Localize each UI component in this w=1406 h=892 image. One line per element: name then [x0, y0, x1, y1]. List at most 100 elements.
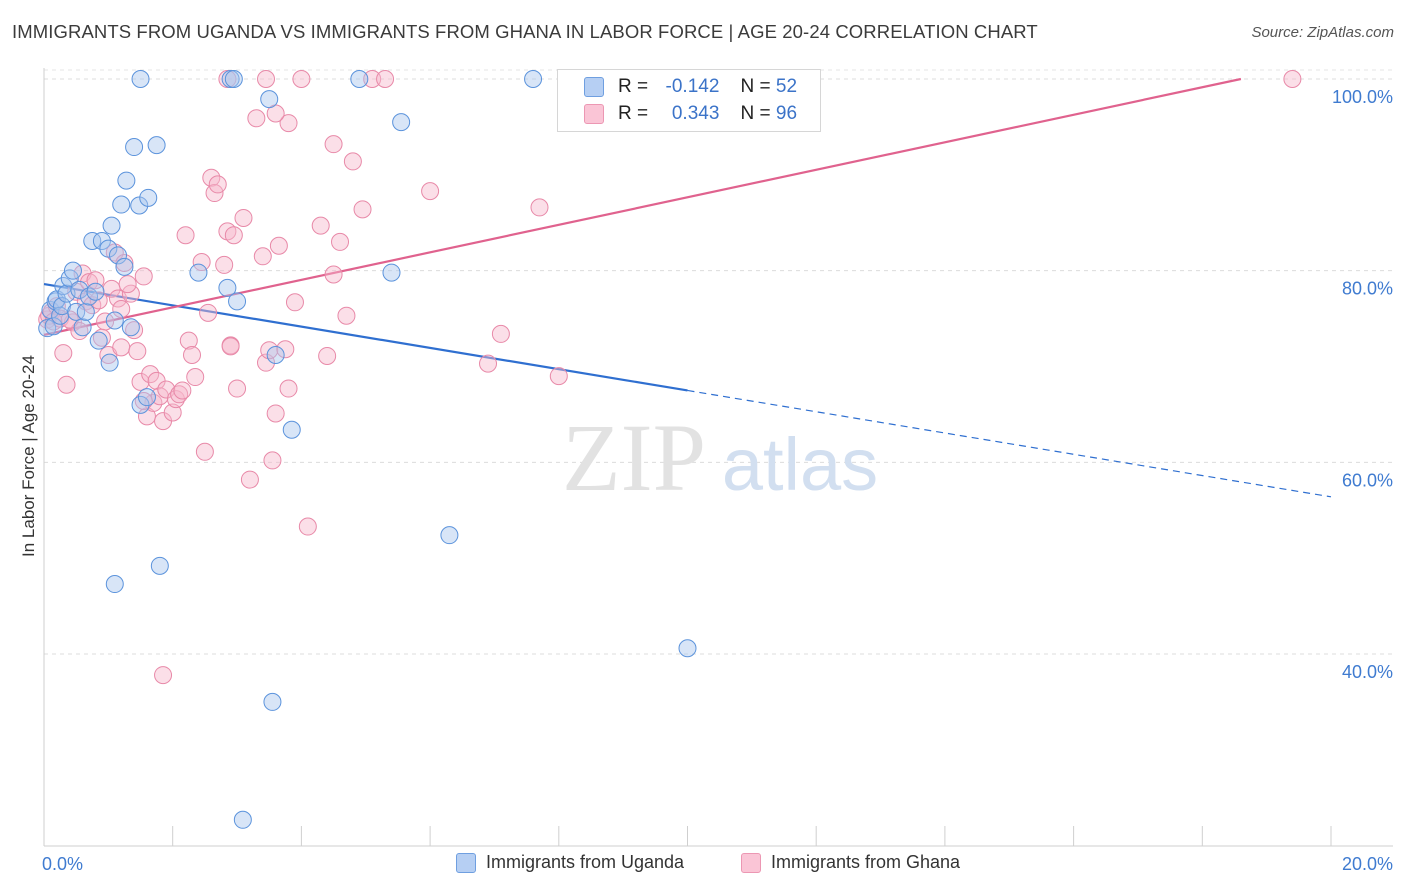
uganda-point [83, 231, 102, 250]
tick-labels: 100.0% 80.0% 60.0% 40.0% 0.0% 20.0% [42, 87, 1393, 874]
ghana-point [131, 372, 150, 391]
legend-item-ghana: Immigrants from Ghana [741, 852, 960, 873]
watermark-atlas: atlas [722, 423, 878, 506]
ghana-point [134, 267, 153, 286]
uganda-r-label: R = [618, 76, 649, 97]
y-tick-label: 80.0% [1342, 279, 1393, 299]
uganda-points [38, 70, 697, 829]
uganda-point [260, 90, 279, 109]
watermark: ZIP atlas [562, 404, 878, 511]
ghana-point [479, 354, 498, 373]
ghana-point [276, 340, 295, 359]
uganda-point [189, 263, 208, 282]
ghana-point [125, 321, 144, 340]
ghana-point [54, 344, 73, 363]
ghana-point [353, 200, 372, 219]
ghana-point [234, 208, 253, 227]
ghana-point [92, 328, 111, 347]
ghana-point [115, 254, 134, 272]
ghana-point [57, 375, 76, 394]
ghana-point [208, 175, 227, 194]
ghana-point [491, 324, 510, 343]
ghana-point [215, 255, 234, 274]
uganda-point [392, 113, 411, 132]
uganda-point [112, 195, 131, 214]
uganda-point [131, 395, 150, 414]
ghana-point [247, 109, 266, 128]
uganda-point [147, 136, 166, 155]
ghana-point [173, 381, 192, 400]
uganda-point [150, 556, 169, 575]
ghana-point [176, 226, 195, 245]
uganda-point [224, 70, 243, 88]
uganda-point [678, 639, 697, 658]
uganda-point [115, 257, 134, 276]
ghana-point [141, 365, 160, 384]
uganda-point [38, 319, 57, 338]
uganda-point [137, 388, 156, 407]
chart-title: IMMIGRANTS FROM UGANDA VS IMMIGRANTS FRO… [12, 21, 1038, 42]
uganda-n-label: N = [740, 76, 771, 97]
ghana-point [192, 253, 211, 272]
legend-ghana-swatch [741, 852, 761, 873]
ghana-point [279, 379, 298, 398]
legend-row-ghana: R = 0.343 N = 96 [584, 102, 797, 126]
uganda-point [76, 302, 95, 321]
uganda-point [102, 216, 121, 235]
ghana-point [292, 70, 311, 88]
ghana-point [112, 300, 131, 318]
uganda-point [70, 280, 89, 299]
ghana-swatch [584, 104, 604, 124]
uganda-point [131, 70, 150, 88]
ghana-point [186, 368, 205, 387]
uganda-point [73, 318, 92, 337]
uganda-point [63, 261, 82, 280]
uganda-point [130, 196, 149, 215]
ghana-point [257, 70, 276, 88]
ghana-point [118, 275, 137, 294]
ghana-point [221, 337, 240, 356]
ghana-point [253, 247, 272, 266]
ghana-point [311, 216, 330, 235]
y-axis-title: In Labor Force | Age 20-24 [19, 355, 38, 557]
axes [43, 68, 1393, 847]
ghana-r-value: 0.343 [671, 103, 720, 124]
y-tick-label: 40.0% [1342, 662, 1393, 682]
ghana-point [224, 226, 243, 245]
ghana-r-label: R = [618, 103, 649, 124]
uganda-point [218, 278, 237, 297]
ghana-point [121, 284, 140, 303]
legend-uganda-label: Immigrants from Uganda [486, 852, 685, 872]
ghana-point [179, 331, 198, 350]
ghana-point [331, 232, 350, 251]
x-tick-label: 0.0% [42, 854, 83, 874]
uganda-point [86, 282, 105, 301]
uganda-point [99, 239, 118, 258]
y-tick-label: 60.0% [1342, 470, 1393, 490]
y-tick-label: 100.0% [1332, 87, 1393, 107]
ghana-point [549, 367, 568, 386]
uganda-point [67, 302, 86, 321]
ghana-point [263, 451, 282, 470]
uganda-point [524, 70, 543, 88]
legend-ghana-label: Immigrants from Ghana [771, 852, 961, 872]
uganda-trend-extension [687, 389, 1332, 498]
series-legend: Immigrants from Uganda Immigrants from G… [0, 852, 1406, 878]
uganda-point [440, 526, 459, 545]
ghana-point [199, 303, 218, 322]
uganda-point [233, 810, 252, 829]
uganda-point [139, 188, 158, 207]
ghana-point [343, 152, 362, 171]
ghana-point [279, 114, 298, 133]
ghana-trend-line [43, 77, 1242, 336]
ghana-points [38, 70, 1302, 685]
uganda-swatch [584, 77, 604, 97]
ghana-point [324, 135, 343, 154]
ghana-point [318, 346, 337, 365]
ghana-point [269, 236, 288, 255]
ghana-point [324, 265, 343, 284]
uganda-point [121, 318, 140, 337]
ghana-point [1283, 70, 1302, 88]
grid-lines [44, 69, 1393, 655]
